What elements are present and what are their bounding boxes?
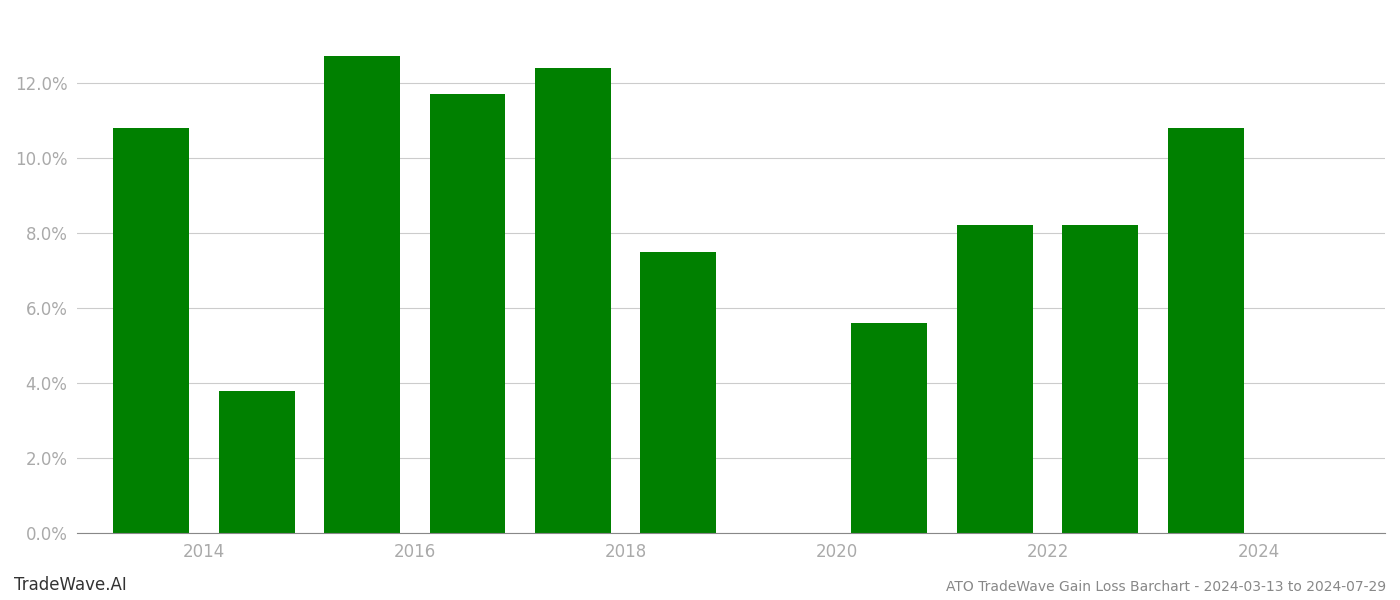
Bar xyxy=(1168,128,1243,533)
Bar xyxy=(640,251,717,533)
Bar xyxy=(956,226,1033,533)
Bar xyxy=(218,391,294,533)
Text: TradeWave.AI: TradeWave.AI xyxy=(14,576,127,594)
Bar xyxy=(1063,226,1138,533)
Bar xyxy=(535,68,610,533)
Bar xyxy=(113,128,189,533)
Text: ATO TradeWave Gain Loss Barchart - 2024-03-13 to 2024-07-29: ATO TradeWave Gain Loss Barchart - 2024-… xyxy=(946,580,1386,594)
Bar xyxy=(325,56,400,533)
Bar xyxy=(430,94,505,533)
Bar xyxy=(851,323,927,533)
